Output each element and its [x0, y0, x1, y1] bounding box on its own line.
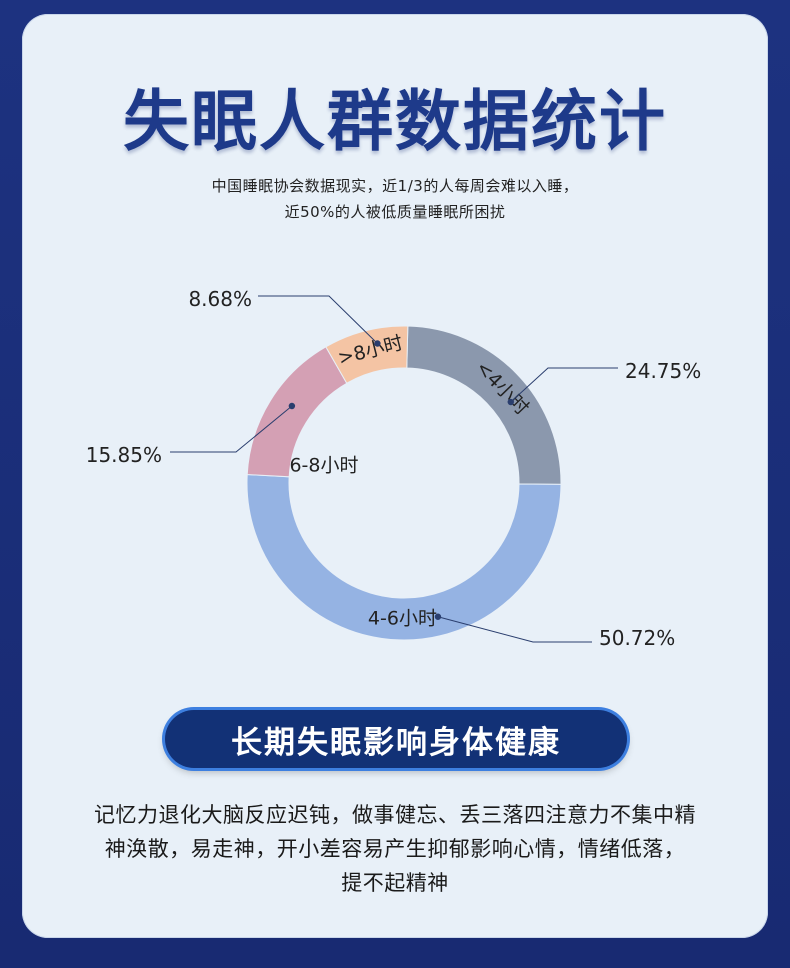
leader-line: [437, 616, 592, 643]
slice-value-label: 50.72%: [599, 626, 675, 650]
health-banner: 长期失眠影响身体健康: [165, 710, 627, 768]
leader-line: [170, 405, 293, 453]
page-title: 失眠人群数据统计: [123, 83, 667, 160]
donut-chart: <4小时 24.75%4-6小时50.72%6-8小时15.85%>8小时8.68…: [86, 287, 702, 650]
subtitle-line-2: 近50%的人被低质量睡眠所困扰: [284, 203, 506, 221]
slice-value-label: 24.75%: [625, 359, 701, 383]
body-text-line-1: 记忆力退化大脑反应迟钝，做事健忘、丢三落四注意力不集中精: [94, 803, 696, 827]
leader-line: [510, 367, 618, 403]
subtitle-line-1: 中国睡眠协会数据现实，近1/3的人每周会难以入睡，: [211, 177, 579, 195]
body-text-line-3: 提不起精神: [341, 871, 449, 895]
slice-value-label: 15.85%: [86, 443, 162, 467]
slice-value-label: 8.68%: [188, 287, 252, 311]
slice-category-label: 6-8小时: [289, 455, 358, 477]
banner-label: 长期失眠影响身体健康: [231, 724, 561, 761]
slice-category-label: 4-6小时: [368, 607, 437, 629]
donut-slice: [246, 474, 562, 641]
content-card: [22, 14, 768, 938]
leader-line: [258, 295, 378, 344]
donut-slice: [406, 325, 562, 485]
donut-slice: [325, 325, 409, 384]
body-text-line-2: 神涣散，易走神，开小差容易产生抑郁影响心情，情绪低落，: [104, 837, 686, 861]
